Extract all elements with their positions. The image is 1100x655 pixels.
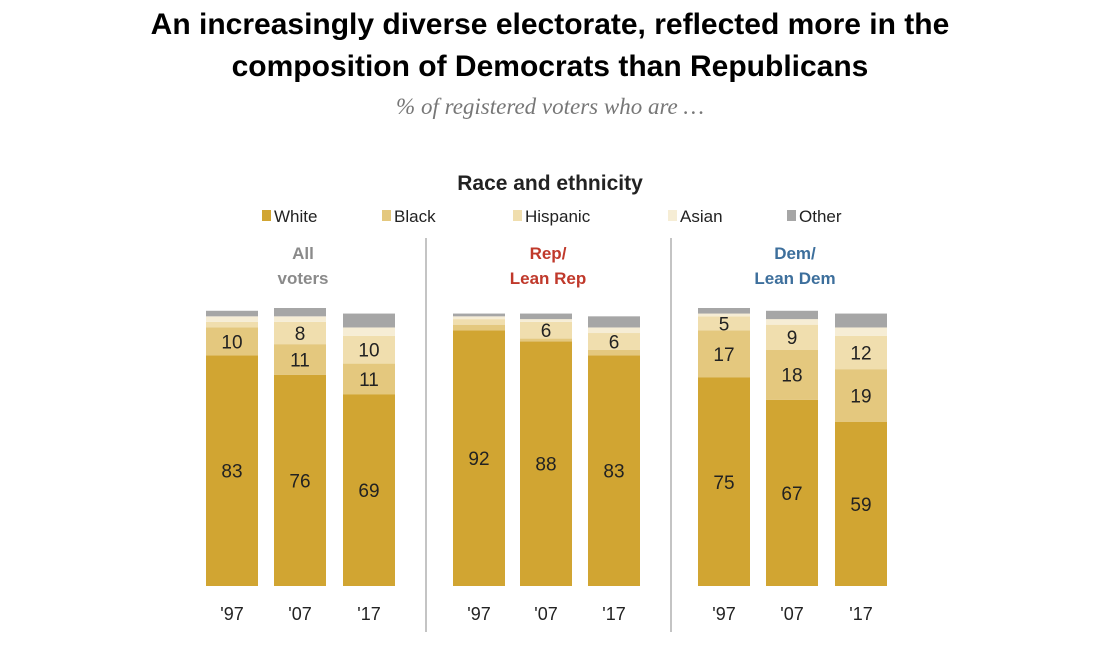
panel-label-dem-lean-dem-line-1: Dem/	[774, 244, 816, 263]
legend-label-asian: Asian	[680, 207, 723, 226]
bar-segment-rep-lean-rep-asian-1	[520, 319, 572, 322]
data-label-dem-lean-dem-black-0: 17	[713, 345, 734, 366]
x-tick-label-rep-lean-rep-0: '97	[467, 604, 490, 624]
chart-title: An increasingly diverse electorate, refl…	[0, 4, 1100, 88]
bar-segment-rep-lean-rep-white-2	[588, 355, 640, 586]
x-tick-label-dem-lean-dem-1: '07	[780, 604, 803, 624]
bar-segment-rep-lean-rep-other-0	[453, 313, 505, 317]
data-label-rep-lean-rep-white-1: 88	[535, 455, 556, 476]
x-tick-label-all-voters-0: '97	[220, 604, 243, 624]
bar-segment-rep-lean-rep-black-2	[588, 349, 640, 356]
bar-segment-dem-lean-dem-hispanic-0	[698, 316, 750, 331]
data-label-dem-lean-dem-black-2: 19	[850, 387, 871, 408]
data-label-dem-lean-dem-white-0: 75	[713, 473, 734, 494]
bar-segment-all-voters-other-0	[206, 310, 258, 317]
data-label-dem-lean-dem-black-1: 18	[781, 366, 802, 387]
data-label-rep-lean-rep-hispanic-2: 6	[609, 332, 620, 353]
bar-segment-all-voters-white-2	[343, 394, 395, 586]
bar-segment-rep-lean-rep-other-2	[588, 316, 640, 328]
chart-section-title: Race and ethnicity	[457, 172, 643, 195]
bar-segment-dem-lean-dem-white-0	[698, 377, 750, 586]
legend-label-black: Black	[394, 207, 436, 226]
bar-segment-dem-lean-dem-other-1	[766, 310, 818, 320]
bar-segment-dem-lean-dem-white-2	[835, 421, 887, 586]
x-tick-label-dem-lean-dem-0: '97	[712, 604, 735, 624]
bar-segment-all-voters-asian-0	[206, 316, 258, 322]
bar-segment-all-voters-black-2	[343, 363, 395, 395]
data-label-dem-lean-dem-hispanic-2: 12	[850, 343, 871, 364]
x-tick-label-all-voters-2: '17	[357, 604, 380, 624]
bar-segment-rep-lean-rep-asian-0	[453, 316, 505, 320]
legend-swatch-asian	[668, 210, 677, 221]
bar-segment-all-voters-asian-1	[274, 316, 326, 322]
bar-segment-rep-lean-rep-asian-2	[588, 327, 640, 334]
bar-segment-dem-lean-dem-black-0	[698, 330, 750, 378]
panel-label-all-voters-line-1: All	[292, 244, 314, 263]
chart-subtitle: % of registered voters who are …	[396, 94, 704, 119]
bar-segment-dem-lean-dem-other-0	[698, 308, 750, 314]
x-tick-label-dem-lean-dem-2: '17	[849, 604, 872, 624]
bar-segment-all-voters-white-0	[206, 355, 258, 586]
data-label-all-voters-hispanic-2: 10	[358, 341, 379, 362]
bar-segment-all-voters-other-2	[343, 313, 395, 328]
panel-label-all-voters-line-2: voters	[277, 269, 328, 288]
bar-segment-rep-lean-rep-white-1	[520, 341, 572, 586]
title-line-2: composition of Democrats than Republican…	[231, 50, 869, 83]
bar-segment-dem-lean-dem-other-2	[835, 313, 887, 328]
data-label-all-voters-hispanic-1: 8	[295, 324, 306, 345]
bar-segment-all-voters-hispanic-2	[343, 335, 395, 364]
data-label-rep-lean-rep-white-0: 92	[468, 449, 489, 470]
data-label-all-voters-black-1: 11	[290, 350, 310, 371]
panel-label-dem-lean-dem-line-2: Lean Dem	[754, 269, 835, 288]
data-label-dem-lean-dem-hispanic-1: 9	[787, 328, 798, 349]
bar-segment-all-voters-black-1	[274, 344, 326, 375]
bar-segment-all-voters-black-0	[206, 327, 258, 356]
bar-segment-all-voters-white-1	[274, 374, 326, 586]
legend-label-hispanic: Hispanic	[525, 207, 591, 226]
data-label-rep-lean-rep-hispanic-1: 6	[541, 321, 552, 342]
title-line-1: An increasingly diverse electorate, refl…	[150, 8, 950, 41]
data-label-all-voters-white-0: 83	[221, 462, 242, 483]
bar-segment-rep-lean-rep-hispanic-2	[588, 333, 640, 350]
data-label-dem-lean-dem-hispanic-0: 5	[719, 314, 730, 335]
bar-segment-rep-lean-rep-black-1	[520, 338, 572, 342]
bar-segment-all-voters-asian-2	[343, 327, 395, 336]
x-tick-label-all-voters-1: '07	[288, 604, 311, 624]
panel-label-rep-lean-rep-line-1: Rep/	[530, 244, 567, 263]
bar-segment-dem-lean-dem-hispanic-2	[835, 335, 887, 370]
x-tick-label-rep-lean-rep-1: '07	[534, 604, 557, 624]
bar-segment-rep-lean-rep-hispanic-1	[520, 321, 572, 339]
data-label-all-voters-black-0: 10	[221, 332, 242, 353]
data-label-dem-lean-dem-white-2: 59	[850, 495, 871, 516]
bar-segment-dem-lean-dem-hispanic-1	[766, 324, 818, 350]
bar-segment-dem-lean-dem-black-2	[835, 369, 887, 422]
bar-segment-dem-lean-dem-asian-0	[698, 313, 750, 317]
bar-segment-rep-lean-rep-black-0	[453, 324, 505, 331]
legend-label-other: Other	[799, 207, 842, 226]
bar-segment-all-voters-other-1	[274, 308, 326, 317]
x-tick-label-rep-lean-rep-2: '17	[602, 604, 625, 624]
bar-segment-rep-lean-rep-other-1	[520, 313, 572, 320]
legend-label-white: White	[274, 207, 317, 226]
bar-segment-all-voters-hispanic-0	[206, 321, 258, 328]
panel-label-rep-lean-rep-line-2: Lean Rep	[510, 269, 587, 288]
data-label-dem-lean-dem-white-1: 67	[781, 484, 802, 505]
legend-swatch-white	[262, 210, 271, 221]
legend-swatch-hispanic	[513, 210, 522, 221]
data-label-all-voters-white-1: 76	[289, 471, 310, 492]
bar-segment-dem-lean-dem-black-1	[766, 349, 818, 400]
data-label-all-voters-black-2: 11	[359, 370, 379, 391]
data-label-rep-lean-rep-white-2: 83	[603, 462, 624, 483]
bar-segment-rep-lean-rep-hispanic-0	[453, 319, 505, 325]
bar-segment-dem-lean-dem-white-1	[766, 399, 818, 586]
bar-segment-dem-lean-dem-asian-2	[835, 327, 887, 336]
bar-segment-all-voters-hispanic-1	[274, 321, 326, 345]
bar-segment-dem-lean-dem-asian-1	[766, 319, 818, 325]
data-label-all-voters-white-2: 69	[358, 481, 379, 502]
legend-swatch-black	[382, 210, 391, 221]
legend-swatch-other	[787, 210, 796, 221]
bar-segment-rep-lean-rep-white-0	[453, 330, 505, 586]
